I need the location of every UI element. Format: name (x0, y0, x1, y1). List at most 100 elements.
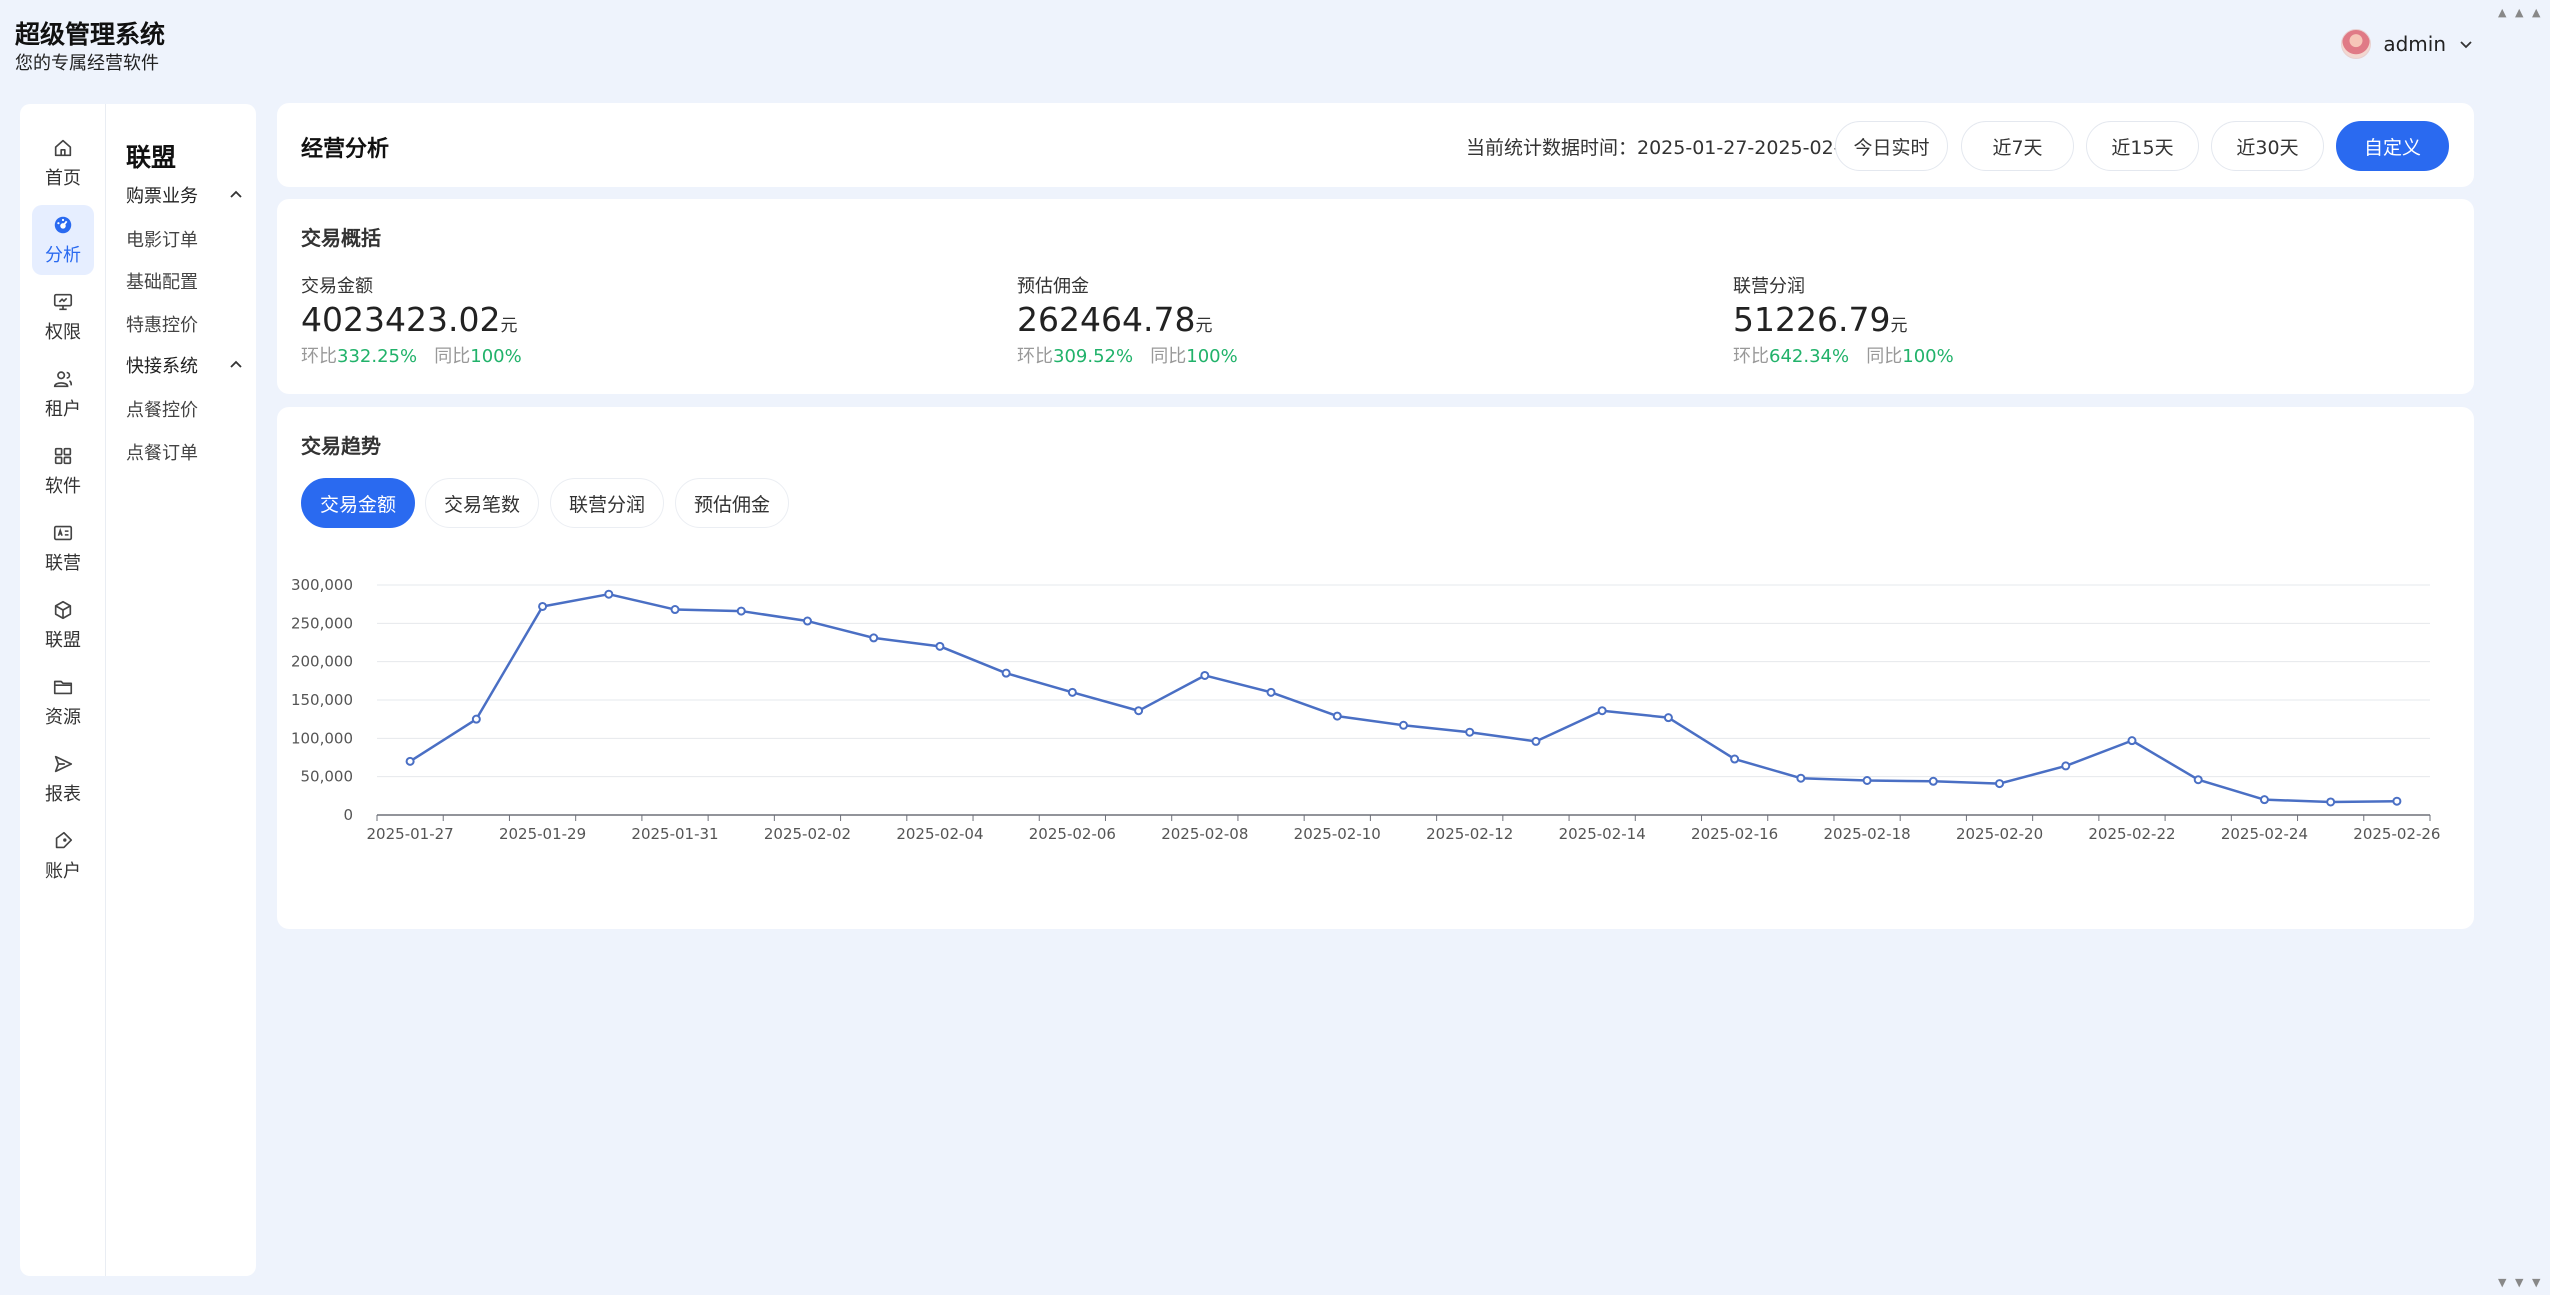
metric-label: 联营分润 (1733, 276, 1805, 297)
data-point (1597, 706, 1607, 716)
scroll-down-icon[interactable]: ▼ (2532, 1276, 2541, 1289)
menu-item-food-price[interactable]: 点餐控价 (126, 400, 198, 421)
trend-title: 交易趋势 (301, 434, 381, 458)
metric-transaction-amount: 交易金额 4023423.02元 环比332.25% 同比100% (301, 272, 522, 368)
data-point (869, 633, 879, 643)
metric-number: 51226.79 (1733, 300, 1891, 339)
data-point (471, 714, 481, 724)
users-icon (53, 370, 73, 387)
chevron-down-icon[interactable] (2458, 36, 2474, 52)
app-title: 超级管理系统 (15, 20, 166, 49)
tab-transaction-count[interactable]: 交易笔数 (425, 478, 539, 528)
menu-group-label: 购票业务 (126, 186, 198, 207)
tab-joint-profit[interactable]: 联营分润 (550, 478, 664, 528)
rail-label: 联盟 (45, 629, 81, 651)
rail-label: 软件 (45, 475, 81, 497)
data-point (1200, 670, 1210, 680)
home-icon (54, 139, 72, 156)
x-tick-label: 2025-02-14 (1559, 825, 1646, 843)
scroll-up-icon[interactable]: ▲ (2498, 6, 2507, 19)
mom-label: 环比 (301, 346, 337, 367)
folder-icon (53, 680, 73, 694)
range-custom-button[interactable]: 自定义 (2336, 121, 2449, 171)
yoy-label: 同比 (434, 346, 471, 367)
rail-item-home[interactable]: 首页 (32, 128, 94, 198)
rail-item-software[interactable]: 软件 (32, 436, 94, 506)
x-tick-label: 2025-02-02 (764, 825, 851, 843)
data-point (1663, 713, 1673, 723)
range-today-button[interactable]: 今日实时 (1835, 121, 1948, 171)
data-point (2127, 736, 2137, 746)
scroll-down-icon[interactable]: ▼ (2515, 1276, 2524, 1289)
rail-item-tenant[interactable]: 租户 (32, 359, 94, 429)
rail-item-analysis[interactable]: 分析 (32, 205, 94, 275)
rail-label: 资源 (45, 706, 81, 728)
rail-item-permission[interactable]: 权限 (32, 282, 94, 352)
user-name[interactable]: admin (2383, 32, 2446, 56)
y-tick-label: 0 (343, 806, 353, 824)
rail-item-report[interactable]: 报表 (32, 744, 94, 814)
rail-item-resource[interactable]: 资源 (32, 667, 94, 737)
data-point (2326, 797, 2336, 807)
tab-transaction-amount[interactable]: 交易金额 (301, 478, 415, 528)
x-tick-label: 2025-02-16 (1691, 825, 1778, 843)
metric-number: 262464.78 (1017, 300, 1196, 339)
data-point (2061, 761, 2071, 771)
secondary-menu: 联盟 购票业务 电影订单 基础配置 特惠控价 快接系统 点餐控价 点餐订单 (106, 104, 256, 1276)
x-tick-label: 2025-02-20 (1956, 825, 2043, 843)
scroll-down-icon[interactable]: ▼ (2498, 1276, 2507, 1289)
scroll-up-icon[interactable]: ▲ (2515, 6, 2524, 19)
avatar[interactable] (2341, 29, 2372, 59)
yoy-label: 同比 (1150, 346, 1187, 367)
range-7days-button[interactable]: 近7天 (1961, 121, 2074, 171)
metric-label: 交易金额 (301, 276, 373, 297)
mom-value: 332.25% (337, 346, 418, 367)
summary-title: 交易概括 (301, 226, 381, 250)
x-tick-label: 2025-01-29 (499, 825, 586, 843)
x-tick-label: 2025-01-31 (631, 825, 718, 843)
range-15days-button[interactable]: 近15天 (2086, 121, 2199, 171)
x-tick-label: 2025-02-10 (1294, 825, 1381, 843)
chevron-up-icon (230, 190, 242, 198)
mom-label: 环比 (1017, 346, 1053, 367)
data-point (1531, 736, 1541, 746)
metric-estimated-commission: 预估佣金 262464.78元 环比309.52% 同比100% (1017, 272, 1238, 368)
x-tick-label: 2025-02-08 (1161, 825, 1248, 843)
data-point (405, 756, 415, 766)
range-30days-button[interactable]: 近30天 (2211, 121, 2324, 171)
rail-item-joint[interactable]: 联营 (32, 513, 94, 583)
data-point (1067, 687, 1077, 697)
data-point (538, 601, 548, 611)
data-point (1332, 711, 1342, 721)
menu-group-quick[interactable]: 快接系统 (126, 351, 244, 379)
rail-label: 报表 (45, 783, 81, 805)
metric-compare: 环比332.25% 同比100% (301, 342, 522, 368)
user-menu[interactable]: admin (2341, 28, 2474, 60)
data-point (736, 606, 746, 616)
menu-item-movie-orders[interactable]: 电影订单 (126, 230, 198, 251)
menu-group-ticket[interactable]: 购票业务 (126, 181, 244, 209)
scroll-up-icon[interactable]: ▲ (2532, 6, 2541, 19)
page-scrollbar[interactable]: ▲ ▲ ▲ ▼ ▼ ▼ (2495, 0, 2550, 1295)
metric-joint-profit: 联营分润 51226.79元 环比642.34% 同比100% (1733, 272, 1954, 368)
data-point (1134, 706, 1144, 716)
menu-item-basic-config[interactable]: 基础配置 (126, 272, 198, 293)
metric-value: 262464.78元 (1017, 300, 1238, 340)
menu-item-food-orders[interactable]: 点餐订单 (126, 443, 198, 464)
mom-label: 环比 (1733, 346, 1769, 367)
tab-estimated-commission[interactable]: 预估佣金 (675, 478, 789, 528)
data-point (1995, 779, 2005, 789)
x-tick-label: 2025-02-04 (896, 825, 983, 843)
yoy-value: 100% (1186, 346, 1238, 367)
rail-item-account[interactable]: 账户 (32, 821, 94, 891)
x-tick-label: 2025-02-22 (2088, 825, 2175, 843)
menu-item-discount-price[interactable]: 特惠控价 (126, 315, 198, 336)
metric-value: 51226.79元 (1733, 300, 1954, 340)
metric-label: 预估佣金 (1017, 276, 1089, 297)
analysis-toolbar: 经营分析 当前统计数据时间：2025-01-27-2025-02-26 今日实时… (277, 103, 2474, 187)
data-point (935, 641, 945, 651)
metric-unit: 元 (500, 316, 518, 336)
rail-item-alliance[interactable]: 联盟 (32, 590, 94, 660)
mom-value: 309.52% (1053, 346, 1134, 367)
metric-unit: 元 (1890, 316, 1908, 336)
